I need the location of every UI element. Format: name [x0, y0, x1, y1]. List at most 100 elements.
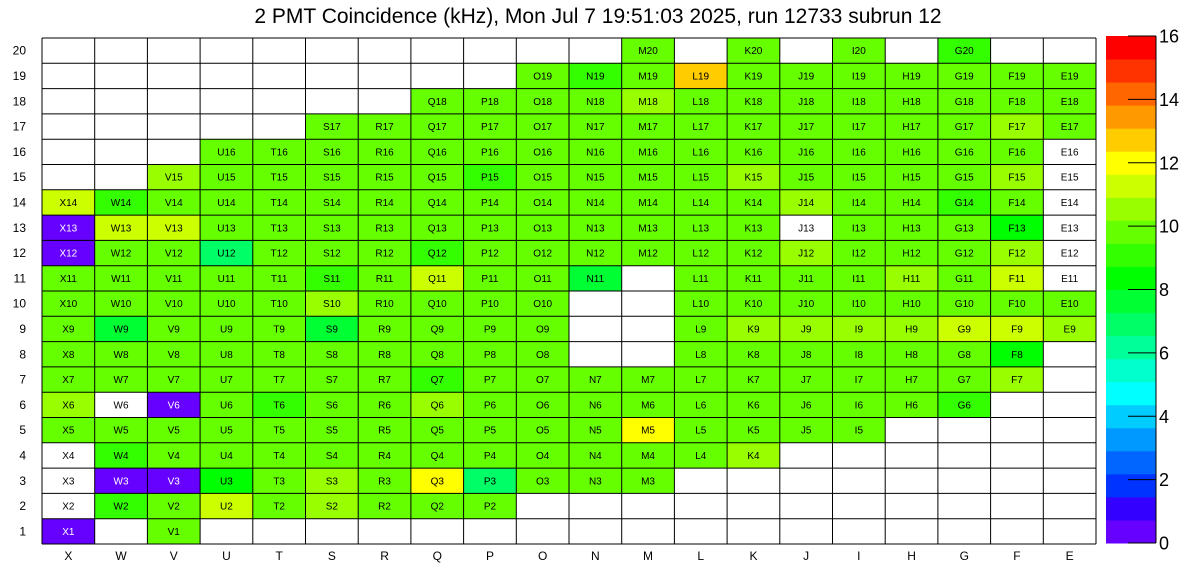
- cell-label-X7: X7: [62, 375, 75, 386]
- heatmap-cell-V1: [147, 518, 201, 544]
- cell-label-O14: O14: [533, 198, 552, 209]
- heatmap-cell-G20: [937, 38, 991, 64]
- heatmap-cell-U9: [200, 316, 253, 342]
- cell-label-G20: G20: [955, 46, 974, 57]
- heatmap-cell-F16: [990, 139, 1044, 165]
- heatmap-cell-M7: [621, 366, 675, 393]
- heatmap-cell-R15: [358, 164, 411, 190]
- heatmap-cell-R9: [358, 316, 411, 342]
- cell-label-K5: K5: [747, 426, 760, 437]
- heatmap-cell-U2: [200, 493, 253, 519]
- cell-label-H14: H14: [902, 198, 921, 209]
- heatmap-cell-O14: [516, 189, 569, 216]
- heatmap-cell-V7: [147, 366, 201, 393]
- heatmap-cell-K4: [727, 442, 780, 469]
- heatmap-cell-U7: [200, 366, 253, 393]
- heatmap-cell-X9: [42, 316, 95, 342]
- heatmap-cell-K10: [727, 291, 780, 317]
- heatmap-cell-Q17: [410, 113, 464, 140]
- heatmap-cell-R10: [358, 291, 411, 317]
- cell-label-F19: F19: [1008, 71, 1026, 82]
- heatmap-cell-M12: [621, 240, 675, 266]
- heatmap-cell-L8: [674, 341, 728, 367]
- heatmap-cell-N15: [569, 164, 622, 190]
- heatmap-cell-O6: [516, 392, 569, 418]
- heatmap-cell-O13: [516, 215, 569, 241]
- cell-label-P18: P18: [481, 97, 499, 108]
- cell-label-K15: K15: [745, 173, 763, 184]
- palette-swatch: [1106, 174, 1156, 198]
- palette-swatch: [1106, 105, 1156, 129]
- y-tick-label: 5: [19, 423, 26, 437]
- heatmap-cell-F9: [990, 316, 1044, 342]
- cell-label-U8: U8: [220, 350, 233, 361]
- cell-label-W6: W6: [114, 400, 129, 411]
- cell-label-L15: L15: [692, 173, 709, 184]
- palette-swatch: [1106, 496, 1156, 521]
- heatmap-cell-R6: [358, 392, 411, 418]
- heatmap-cell-J12: [779, 240, 833, 266]
- heatmap-cell-M19: [621, 63, 675, 89]
- cell-label-Q3: Q3: [431, 476, 445, 487]
- x-tick-label: W: [115, 549, 127, 563]
- cell-label-T10: T10: [271, 299, 289, 310]
- cell-label-L5: L5: [695, 426, 707, 437]
- y-tick-label: 6: [19, 398, 26, 412]
- cell-label-P3: P3: [484, 476, 497, 487]
- x-tick-label: H: [907, 549, 916, 563]
- palette-tick-label: 8: [1159, 280, 1169, 300]
- cell-label-T2: T2: [273, 502, 285, 513]
- heatmap-cell-T12: [252, 240, 306, 266]
- heatmap-cell-Q4: [410, 442, 464, 469]
- heatmap-cell-N5: [569, 417, 622, 443]
- heatmap-cell-K8: [727, 341, 780, 367]
- heatmap-cell-R12: [358, 240, 411, 266]
- cell-label-V5: V5: [168, 426, 181, 437]
- palette-tick-label: 2: [1159, 470, 1169, 490]
- heatmap-cell-O15: [516, 164, 569, 190]
- heatmap-cell-J19: [779, 63, 833, 89]
- cell-label-S11: S11: [323, 274, 340, 285]
- cell-label-O13: O13: [533, 223, 552, 234]
- heatmap-cell-G8: [937, 341, 991, 367]
- palette-tick-label: 14: [1159, 90, 1179, 110]
- x-tick-label: E: [1066, 549, 1074, 563]
- cell-label-P4: P4: [484, 451, 497, 462]
- cell-label-W8: W8: [114, 350, 129, 361]
- cell-label-S10: S10: [323, 299, 341, 310]
- heatmap-cell-G6: [937, 392, 991, 418]
- cell-label-Q12: Q12: [428, 249, 447, 260]
- x-tick-label: N: [591, 549, 600, 563]
- heatmap-cell-J8: [779, 341, 833, 367]
- heatmap-cell-T13: [252, 215, 306, 241]
- heatmap-cell-T4: [252, 442, 306, 469]
- heatmap-cell-X5: [42, 417, 95, 443]
- y-tick-label: 18: [13, 94, 27, 108]
- heatmap-cell-H8: [885, 341, 938, 367]
- cell-label-M5: M5: [641, 426, 655, 437]
- heatmap-cell-G17: [937, 113, 991, 140]
- heatmap-cell-H12: [885, 240, 938, 266]
- heatmap-cell-S7: [305, 366, 359, 393]
- cell-label-G6: G6: [958, 400, 972, 411]
- cell-label-H6: H6: [905, 400, 918, 411]
- heatmap-cell-L17: [674, 113, 728, 140]
- cell-label-L18: L18: [692, 97, 709, 108]
- heatmap-cell-R16: [358, 139, 411, 165]
- heatmap-cell-E9: [1043, 316, 1096, 342]
- heatmap-cell-F14: [990, 189, 1044, 216]
- heatmap-cell-M20: [621, 38, 675, 64]
- cell-label-T12: T12: [271, 249, 289, 260]
- heatmap-cell-T6: [252, 392, 306, 418]
- heatmap-cell-Q14: [410, 189, 464, 216]
- cell-label-R7: R7: [378, 375, 391, 386]
- cell-label-P9: P9: [484, 324, 497, 335]
- heatmap-cell-E10: [1043, 291, 1096, 317]
- x-tick-label: I: [857, 549, 860, 563]
- heatmap-cell-I13: [832, 215, 886, 241]
- cell-label-H10: H10: [902, 299, 921, 310]
- heatmap-cell-T11: [252, 265, 306, 291]
- cell-label-O12: O12: [533, 249, 552, 260]
- heatmap-cell-W10: [94, 291, 148, 317]
- heatmap-cell-M17: [621, 113, 675, 140]
